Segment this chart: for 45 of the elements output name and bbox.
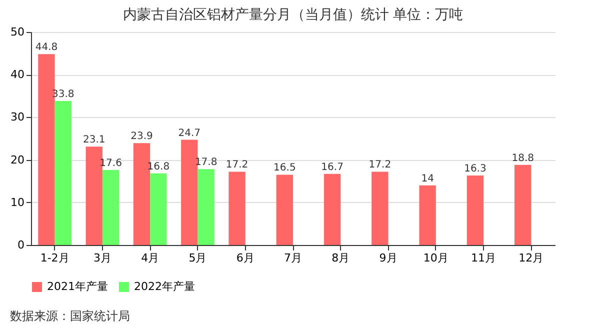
data-label: 18.8 (512, 152, 534, 164)
x-tick-label: 4月 (141, 252, 160, 264)
source-note: 数据来源：国家统计局 (10, 308, 130, 325)
x-tick-label: 9月 (379, 252, 398, 264)
bar (419, 185, 436, 245)
bar (372, 172, 388, 245)
x-tick-label: 8月 (332, 252, 350, 264)
data-label: 16.7 (321, 162, 344, 173)
x-tick-label: 1-2月 (40, 252, 70, 264)
x-tick-label: 5月 (188, 252, 207, 264)
bar (466, 176, 484, 245)
y-tick-label: 10 (10, 196, 24, 209)
data-label: 17.2 (226, 160, 248, 171)
bar (150, 173, 167, 245)
bar (102, 170, 120, 245)
bar (276, 174, 293, 245)
data-label: 24.7 (178, 128, 201, 139)
data-label: 14 (421, 173, 434, 184)
data-label: 16.5 (274, 162, 296, 174)
legend-label: 2022年产量 (134, 280, 195, 293)
x-tick-label: 6月 (236, 252, 254, 264)
x-tick-label: 10月 (423, 252, 448, 264)
x-tick-label: 7月 (284, 252, 302, 264)
legend-label: 2021年产量 (47, 280, 108, 293)
bar (181, 140, 198, 245)
bar (228, 172, 246, 245)
data-label: 23.9 (130, 131, 153, 142)
data-label: 23.1 (82, 134, 106, 146)
y-tick-label: 40 (10, 68, 24, 82)
y-tick-label: 50 (10, 26, 24, 38)
x-tick-label: 12月 (518, 252, 544, 264)
x-tick-label: 11月 (471, 252, 496, 264)
data-label: 17.2 (368, 160, 392, 171)
y-tick-label: 20 (10, 153, 24, 166)
data-label: 44.8 (35, 42, 58, 54)
bar (324, 174, 341, 245)
x-tick-label: 3月 (93, 252, 112, 264)
y-tick-label: 0 (18, 238, 24, 252)
bar (514, 164, 532, 245)
bar (86, 146, 102, 245)
bar (54, 101, 72, 245)
bar (198, 169, 214, 245)
y-tick-label: 30 (10, 110, 24, 124)
data-label: 16.3 (464, 164, 486, 175)
chart-title: 内蒙古自治区铝材产量分月（当月值）统计 单位：万吨 (122, 7, 464, 23)
